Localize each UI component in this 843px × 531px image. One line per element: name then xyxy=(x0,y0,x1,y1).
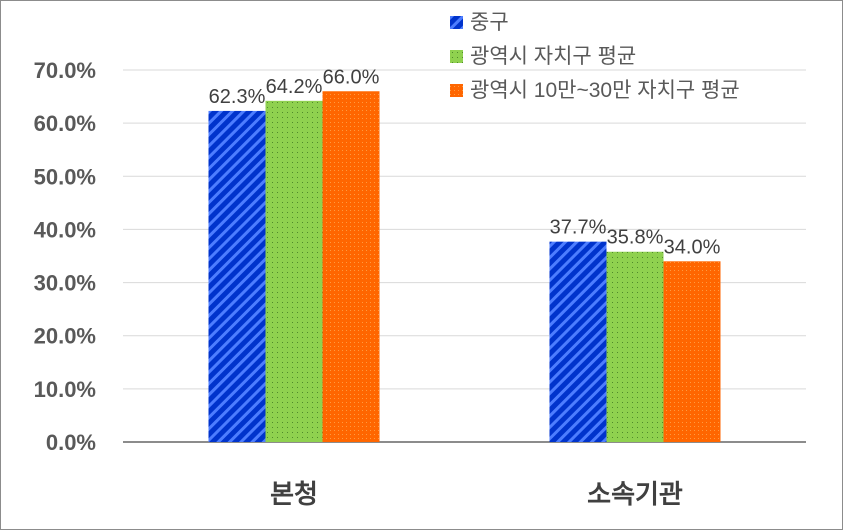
y-tick-label: 0.0% xyxy=(46,430,96,455)
legend-swatch xyxy=(450,16,463,29)
data-label: 66.0% xyxy=(323,66,380,88)
bar xyxy=(208,110,266,443)
x-category-label: 본청 xyxy=(270,479,318,509)
legend-swatch xyxy=(450,84,463,97)
legend-label: 중구 xyxy=(470,11,509,34)
y-tick-label: 40.0% xyxy=(34,217,96,242)
y-tick-label: 20.0% xyxy=(34,324,96,349)
data-label: 62.3% xyxy=(209,86,266,108)
bar xyxy=(606,251,664,442)
legend-label: 광역시 자치구 평균 xyxy=(470,45,636,68)
bar xyxy=(663,261,721,442)
data-label: 64.2% xyxy=(266,76,323,98)
y-tick-label: 60.0% xyxy=(34,111,96,136)
bar xyxy=(322,91,380,442)
y-tick-label: 30.0% xyxy=(34,271,96,296)
y-tick-label: 10.0% xyxy=(34,377,96,402)
y-tick-label: 50.0% xyxy=(34,164,96,189)
legend-swatch xyxy=(450,50,463,63)
data-label: 35.8% xyxy=(607,227,664,249)
bar xyxy=(265,100,323,442)
data-label: 34.0% xyxy=(664,236,721,258)
bar xyxy=(549,241,607,442)
x-category-label: 소속기관 xyxy=(587,479,683,509)
y-tick-label: 70.0% xyxy=(34,58,96,83)
data-label: 37.7% xyxy=(550,217,607,239)
legend-label: 광역시 10만~30만 자치구 평균 xyxy=(470,79,740,102)
